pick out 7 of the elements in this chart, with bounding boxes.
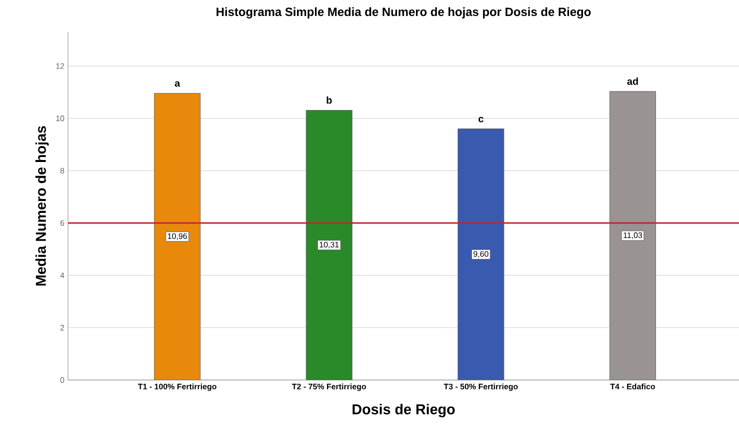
x-axis-title: Dosis de Riego: [352, 404, 455, 418]
annotation: ad: [627, 78, 638, 85]
annotation: b: [326, 96, 332, 104]
y-axis-title: Media Numero de hojas: [35, 126, 49, 286]
annotation: a: [174, 81, 180, 87]
annotation: c: [478, 116, 484, 122]
chart-title: Histograma Simple Media de Numero de hojas por Dosis de Riego: [216, 7, 591, 18]
